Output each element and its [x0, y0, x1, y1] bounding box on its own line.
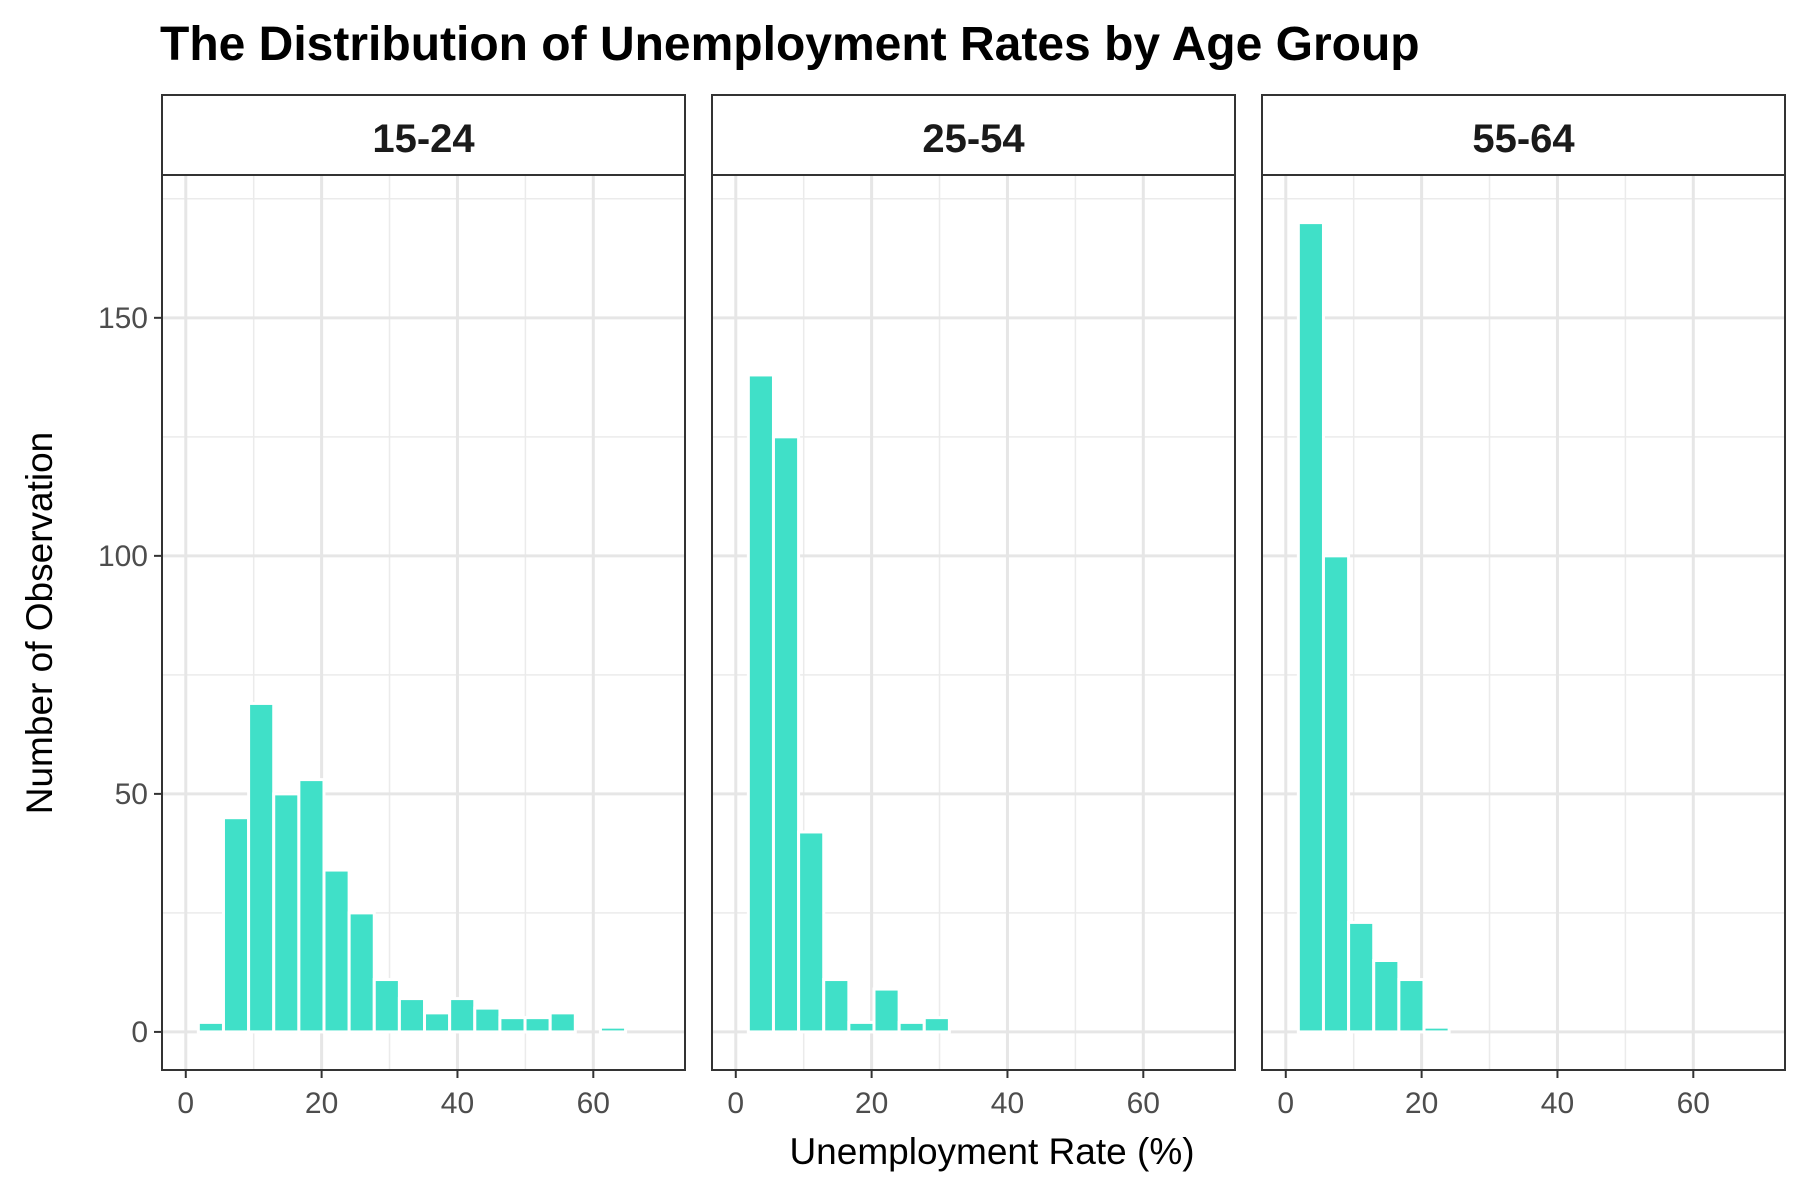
- panel-border: [161, 174, 686, 1071]
- x-axis-title: Unemployment Rate (%): [789, 1131, 1194, 1172]
- histogram-bar: [221, 816, 251, 1034]
- histogram-bar: [797, 830, 826, 1034]
- histogram-bar: [1422, 1025, 1451, 1034]
- x-tick-label: 40: [1541, 1087, 1574, 1120]
- histogram-bar: [1397, 978, 1426, 1034]
- histogram-bar: [847, 1020, 876, 1034]
- facet-panel-25-54: 25-54 0 20 40 60: [711, 94, 1236, 1120]
- histogram-bar: [297, 778, 326, 1034]
- x-tick-label: 60: [1127, 1087, 1160, 1120]
- x-tick-label: 0: [177, 1087, 194, 1120]
- histogram-bar: [598, 1025, 628, 1034]
- histogram-bar: [448, 997, 477, 1034]
- histogram-bar: [1296, 221, 1325, 1034]
- histogram-bar: [1372, 959, 1401, 1034]
- y-tick-label: 100: [98, 540, 148, 573]
- panel-border: [711, 174, 1236, 1071]
- histogram-bar: [423, 1011, 452, 1034]
- y-tick-label: 50: [115, 778, 148, 811]
- histogram-bar: [922, 1016, 951, 1034]
- histogram-bar: [548, 1011, 577, 1034]
- panel-border: [1261, 174, 1786, 1071]
- x-tick-label: 40: [441, 1087, 474, 1120]
- x-tick-label: 0: [1277, 1087, 1294, 1120]
- histogram-bar: [322, 868, 351, 1034]
- facet-strip-label: 25-54: [922, 117, 1025, 161]
- histogram-bar: [897, 1020, 926, 1034]
- facet-panels: 15-24 0 20 40 60 25-54 0 20 40 60 55-64 0 20 40 60: [161, 94, 1786, 1120]
- x-tick-label: 60: [1677, 1087, 1710, 1120]
- histogram-bar: [746, 373, 775, 1034]
- histogram-bar: [397, 997, 427, 1034]
- y-axis-title: Number of Observation: [19, 432, 60, 815]
- x-tick-label: 40: [991, 1087, 1024, 1120]
- chart-title: The Distribution of Unemployment Rates b…: [160, 18, 1420, 71]
- facet-panel-15-24: 15-24 0 20 40 60: [161, 94, 686, 1120]
- y-axis: 0 50 100 150: [98, 302, 162, 1049]
- histogram-bar: [196, 1020, 225, 1034]
- histogram-bar: [822, 978, 851, 1034]
- x-tick-label: 20: [855, 1087, 888, 1120]
- facet-strip-label: 15-24: [372, 117, 475, 161]
- x-tick-label: 20: [305, 1087, 338, 1120]
- histogram-bar: [272, 792, 301, 1034]
- x-tick-label: 60: [577, 1087, 610, 1120]
- histogram-bar: [771, 435, 801, 1034]
- histogram-bar: [247, 701, 276, 1034]
- histogram-bar: [372, 978, 401, 1034]
- y-tick-label: 0: [131, 1016, 148, 1049]
- histogram-bar: [347, 911, 376, 1034]
- facet-strip: [161, 94, 686, 176]
- histogram-bar: [872, 987, 901, 1034]
- facet-panel-55-64: 55-64 0 20 40 60: [1261, 94, 1786, 1120]
- histogram-bar: [523, 1016, 552, 1034]
- facet-strip: [1261, 94, 1786, 176]
- x-tick-label: 0: [727, 1087, 744, 1120]
- histogram-bar: [473, 1006, 502, 1034]
- facet-strip: [711, 94, 1236, 176]
- histogram-bar: [1321, 554, 1351, 1034]
- facet-strip-label: 55-64: [1472, 117, 1575, 161]
- y-tick-label: 150: [98, 302, 148, 335]
- histogram-bar: [498, 1016, 527, 1034]
- histogram-bar: [1347, 920, 1376, 1034]
- x-tick-label: 20: [1405, 1087, 1438, 1120]
